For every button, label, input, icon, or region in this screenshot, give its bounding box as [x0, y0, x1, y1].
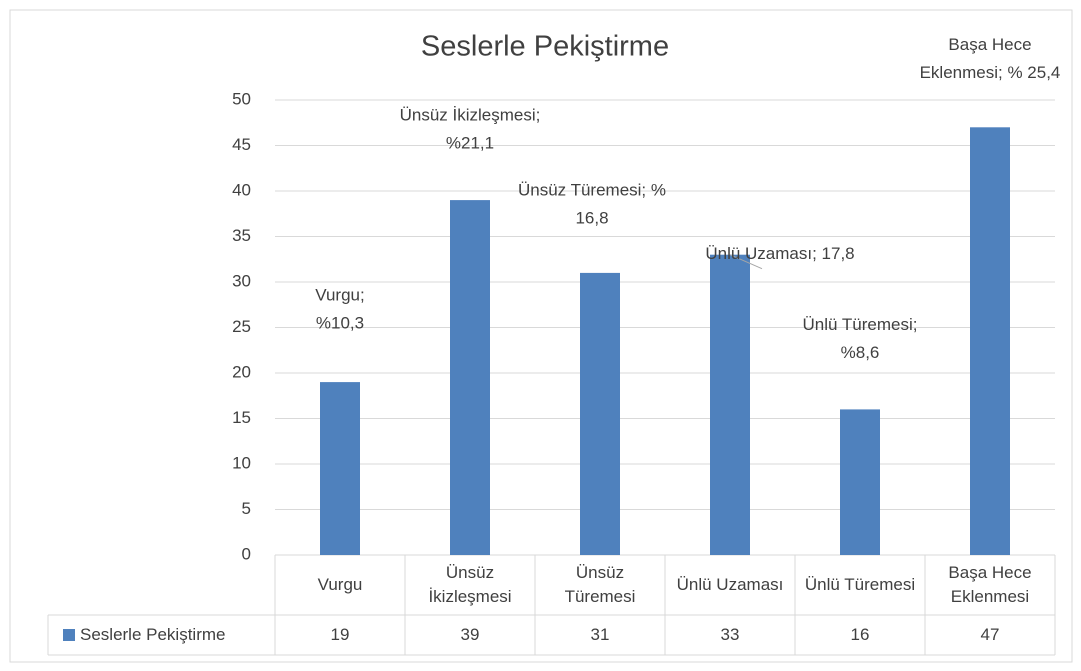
- bar: [320, 382, 360, 555]
- y-tick-label: 10: [232, 453, 251, 472]
- x-category: Başa Hece Eklenmesi: [948, 563, 1032, 606]
- data-label: Ünlü Uzaması; 17,8: [705, 244, 854, 263]
- y-tick-label: 25: [232, 317, 251, 336]
- bar: [970, 127, 1010, 556]
- table-value: 19: [330, 625, 350, 644]
- data-label: Ünsüz İkizleşmesi;: [400, 106, 541, 125]
- x-category: Ünlü Türemesi: [804, 575, 916, 594]
- y-tick-label: 30: [232, 271, 251, 290]
- table-value: 39: [460, 625, 480, 644]
- data-label: 16,8: [575, 208, 608, 227]
- y-tick-label: 45: [232, 135, 251, 154]
- x-category: Ünsüz İkizleşmesi: [428, 563, 512, 606]
- y-tick-label: 40: [232, 180, 251, 199]
- y-tick-label: 0: [242, 544, 251, 563]
- x-category: Ünsüz Türemesi: [564, 563, 636, 606]
- chart-title: Seslerle Pekiştirme: [421, 31, 669, 63]
- y-tick-label: 50: [232, 89, 251, 108]
- legend-label: Seslerle Pekiştirme: [80, 625, 226, 644]
- table-value: 33: [720, 625, 740, 644]
- table-value: 31: [590, 625, 610, 644]
- data-label: %10,3: [316, 314, 364, 333]
- y-tick-label: 15: [232, 408, 251, 427]
- data-label: %21,1: [446, 134, 494, 153]
- y-tick-label: 35: [232, 226, 251, 245]
- bar: [710, 254, 750, 555]
- chart-border: [9, 9, 1073, 663]
- data-label: Vurgu;: [315, 286, 364, 305]
- table-value: 47: [980, 625, 1000, 644]
- x-category: Ünlü Uzaması: [676, 575, 784, 594]
- data-label: %8,6: [841, 343, 880, 362]
- y-tick-label: 5: [242, 499, 251, 518]
- legend-key: [63, 629, 75, 641]
- data-label: Ünlü Türemesi;: [803, 315, 918, 334]
- data-label: Ünsüz Türemesi; %: [518, 180, 666, 199]
- x-category: Vurgu: [317, 575, 363, 594]
- data-label: Eklenmesi; % 25,4: [920, 63, 1061, 82]
- bar: [450, 200, 490, 555]
- bar: [580, 272, 620, 555]
- table-value: 16: [850, 625, 870, 644]
- y-tick-label: 20: [232, 362, 251, 381]
- leader-line: [729, 254, 763, 270]
- data-label: Başa Hece: [948, 35, 1031, 54]
- bar: [840, 409, 880, 555]
